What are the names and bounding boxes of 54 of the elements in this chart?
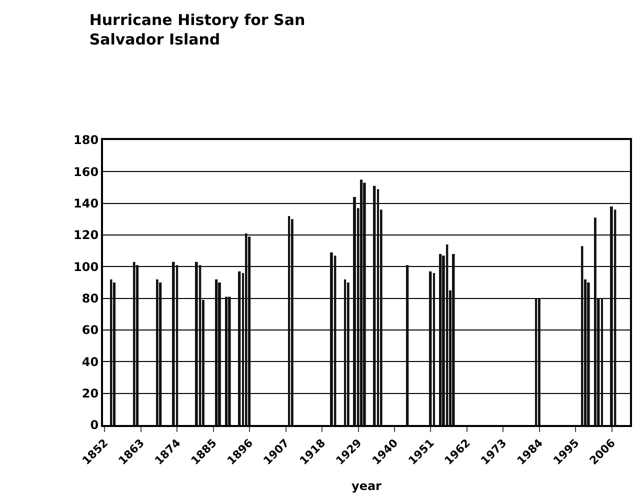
y-tick-label: 0 <box>90 418 99 432</box>
bar <box>225 296 228 425</box>
bar <box>113 282 116 425</box>
y-tick-label: 100 <box>74 260 99 274</box>
y-tick-label: 80 <box>82 292 99 306</box>
bar <box>330 252 333 425</box>
y-tick-label: 20 <box>82 386 99 401</box>
bar <box>218 282 221 425</box>
bar <box>136 265 139 425</box>
bar <box>288 216 290 425</box>
bar <box>245 233 248 425</box>
bar <box>587 282 590 425</box>
bar <box>594 218 596 425</box>
y-tick-label: 160 <box>74 164 99 179</box>
bar <box>238 271 241 425</box>
bar <box>429 271 432 425</box>
bar <box>344 279 346 425</box>
y-tick-label: 140 <box>74 196 99 211</box>
bar <box>215 279 218 425</box>
bar <box>291 219 294 425</box>
y-tick-label: 120 <box>74 228 99 242</box>
bar <box>228 296 231 425</box>
bar <box>373 186 376 425</box>
y-tick-label: 40 <box>82 354 99 369</box>
y-tick-label: 180 <box>74 133 99 148</box>
bar <box>248 236 251 425</box>
bar <box>363 182 366 425</box>
bar <box>439 254 442 425</box>
bar <box>195 262 198 425</box>
bar <box>452 254 455 425</box>
bar <box>172 262 175 425</box>
bar <box>156 279 158 425</box>
bar <box>360 180 363 425</box>
bar <box>538 298 540 425</box>
bar <box>377 189 380 425</box>
bar <box>334 256 336 425</box>
bar <box>133 262 136 425</box>
bar <box>176 265 178 425</box>
bar <box>159 282 162 425</box>
x-axis-title: year <box>352 478 382 493</box>
bar <box>110 279 112 425</box>
bar <box>353 197 356 425</box>
bar <box>601 298 603 425</box>
bar <box>535 298 538 425</box>
y-tick-label: 60 <box>82 323 99 338</box>
bar <box>446 244 448 425</box>
bar <box>433 273 436 425</box>
bar <box>199 265 202 425</box>
bar <box>581 246 584 425</box>
bar <box>610 206 613 425</box>
bar <box>347 282 350 425</box>
bar <box>614 210 616 425</box>
chart-title: Hurricane History for San Salvador Island <box>89 10 306 48</box>
bar <box>406 265 409 425</box>
